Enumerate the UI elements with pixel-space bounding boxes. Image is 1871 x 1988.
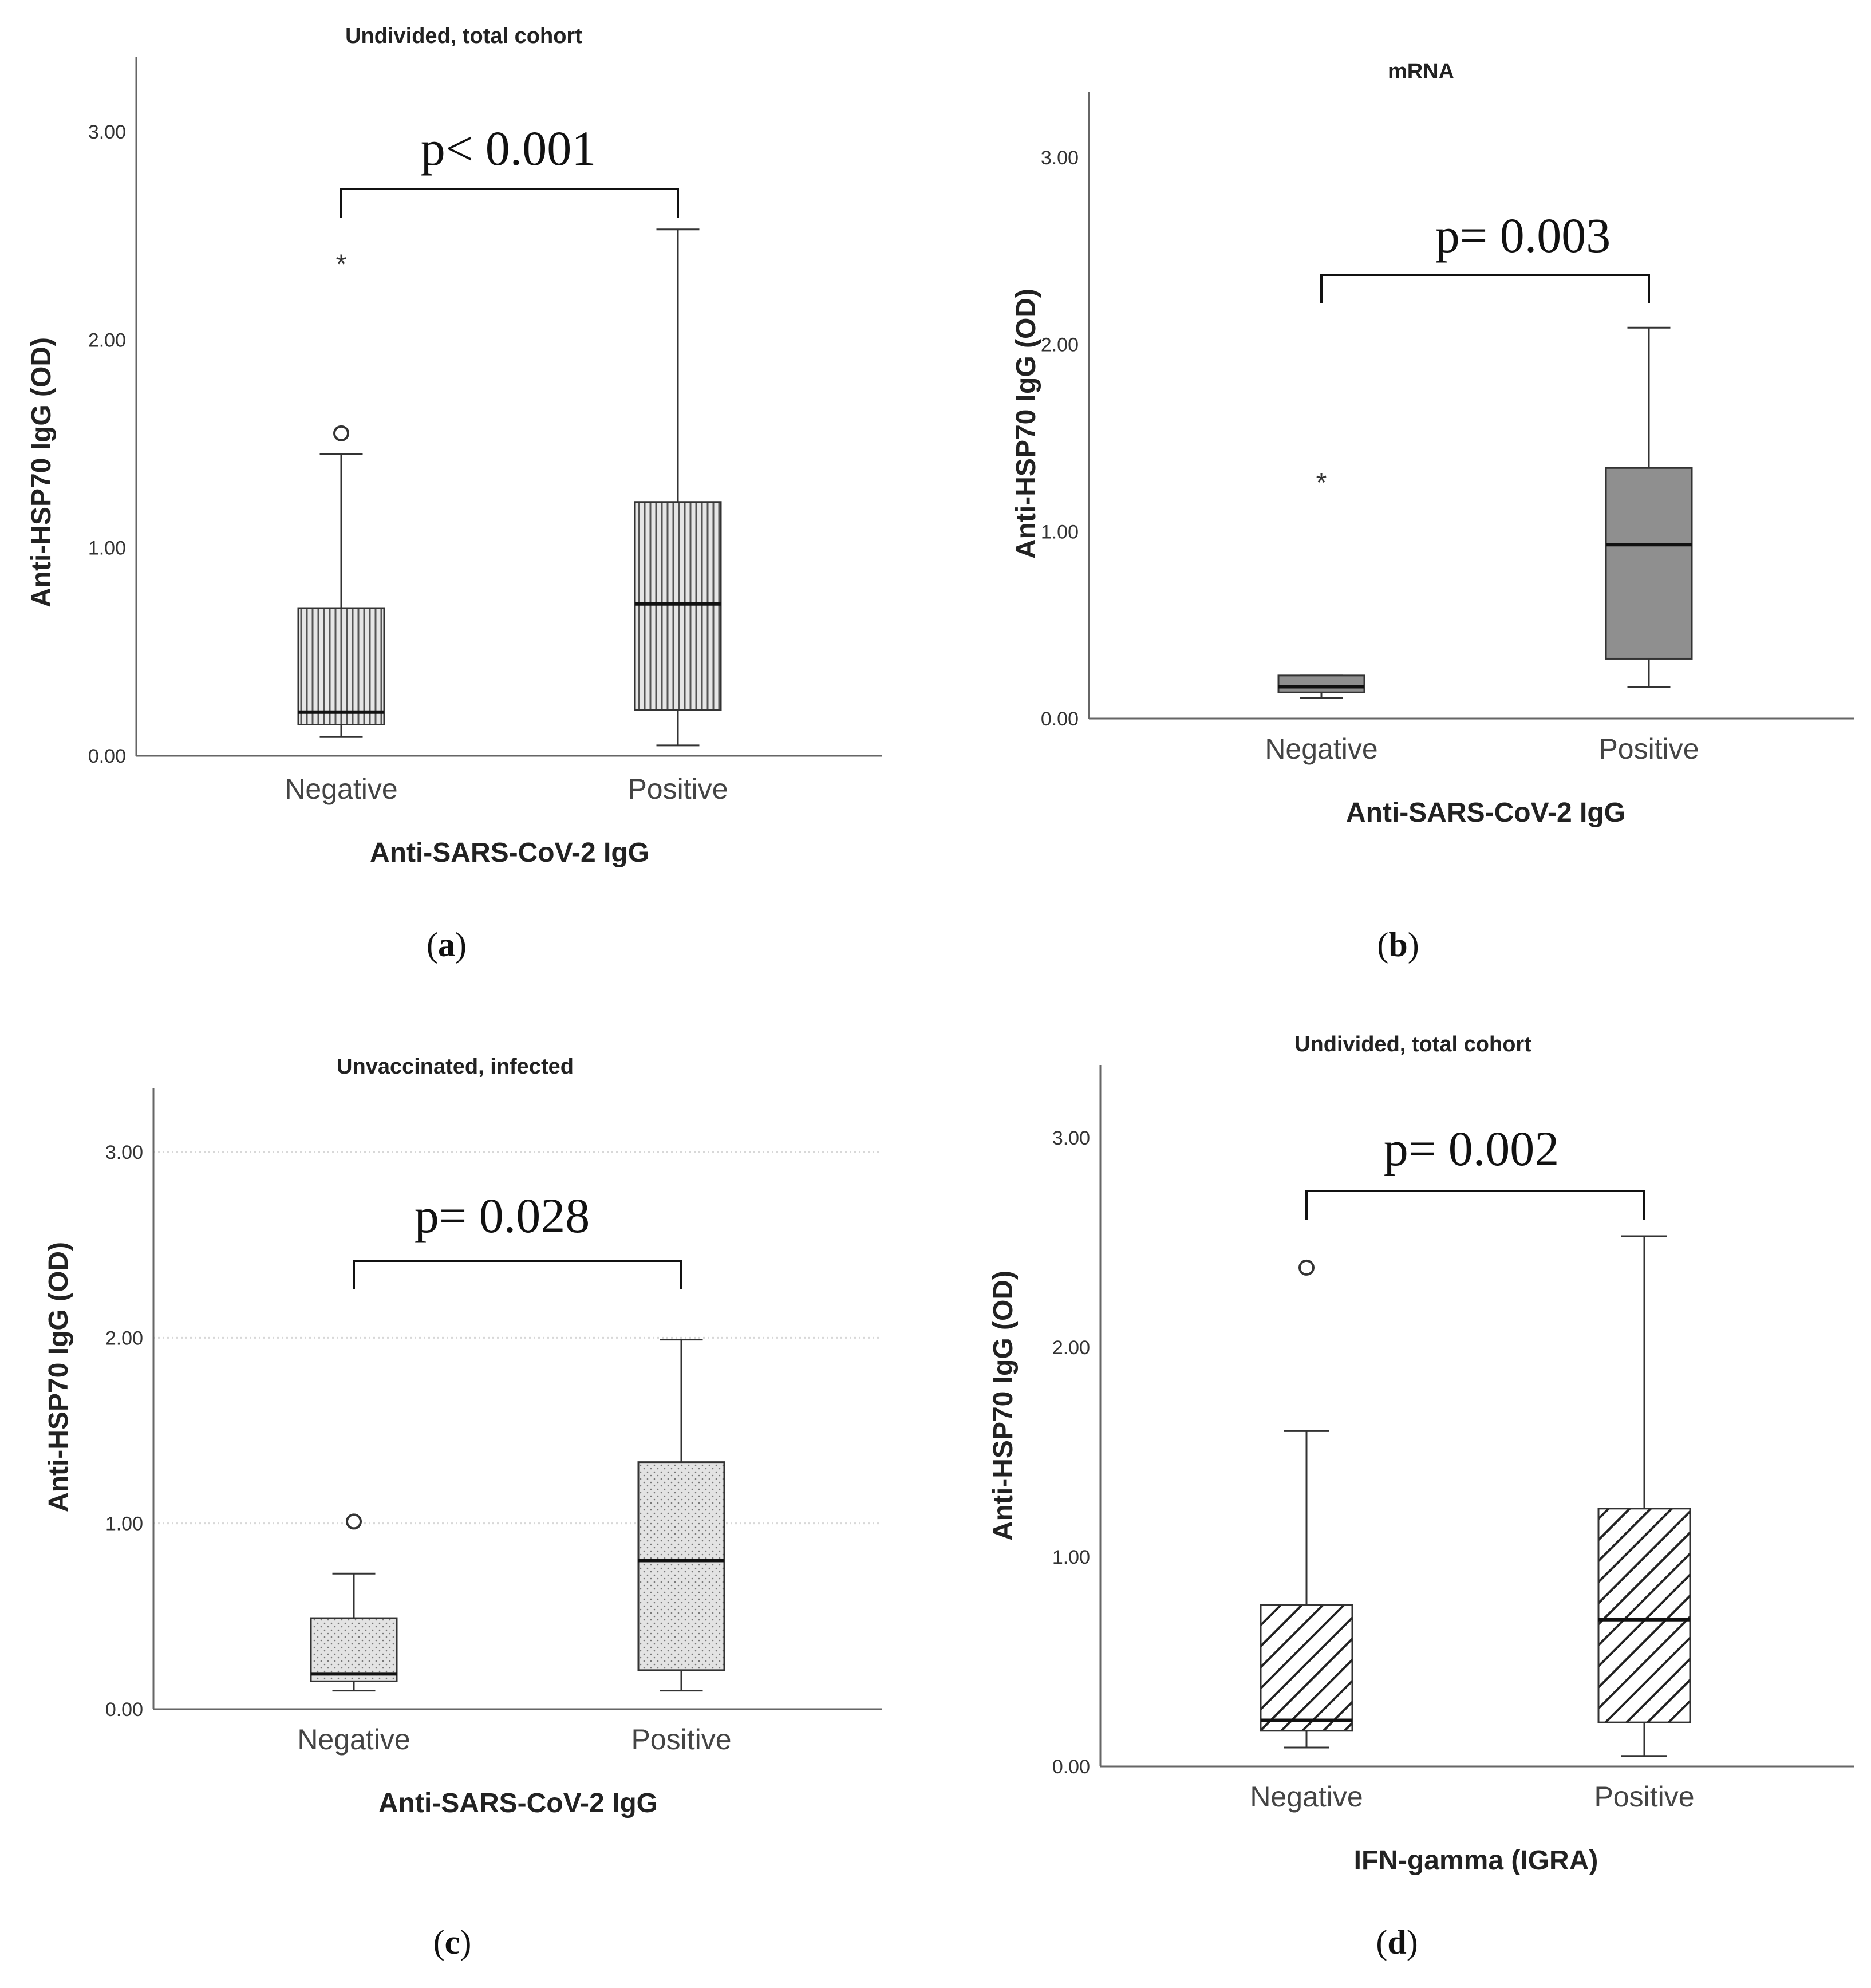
- chart-title: Undivided, total cohort: [345, 24, 582, 48]
- iqr-box: [634, 501, 722, 711]
- box-positive: [1597, 1235, 1691, 1757]
- y-tick-label: 1.00: [88, 538, 126, 559]
- box-positive: [1605, 326, 1693, 688]
- outlier-star: *: [1316, 468, 1327, 498]
- box-negative: [310, 1513, 398, 1692]
- x-axis-label: Anti-SARS-CoV-2 IgG: [370, 838, 649, 868]
- box-positive: [637, 1339, 725, 1692]
- x-category-label: Positive: [1594, 1781, 1694, 1813]
- y-axis-label: Anti-HSP70 IgG (OD): [44, 1242, 74, 1512]
- box-positive: [634, 228, 722, 747]
- y-tick-label: 3.00: [105, 1142, 143, 1163]
- x-category-label: Positive: [627, 773, 728, 805]
- significance-bracket: [1320, 274, 1650, 303]
- y-axis-label: Anti-HSP70 IgG (OD): [26, 337, 57, 608]
- x-axis-label: Anti-SARS-CoV-2 IgG: [1346, 798, 1625, 828]
- iqr-box: [310, 1617, 398, 1682]
- x-category-label: Negative: [297, 1723, 410, 1756]
- box-negative: [1260, 1259, 1353, 1749]
- y-tick-label: 0.00: [1052, 1756, 1090, 1778]
- x-axis-label: IFN-gamma (IGRA): [1354, 1845, 1598, 1876]
- panel-label: (a): [427, 926, 467, 964]
- panel-c: Unvaccinated, infected 0.00 1.00 2.00 3.00 An…: [44, 1055, 882, 1961]
- p-value-annotation: p= 0.003: [1435, 208, 1611, 263]
- panel-label: (c): [433, 1923, 472, 1961]
- iqr-box: [1277, 674, 1365, 693]
- x-category-label: Negative: [1250, 1781, 1363, 1813]
- x-category-label: Positive: [631, 1723, 731, 1756]
- y-tick-label: 1.00: [1041, 521, 1079, 543]
- p-value-annotation: p= 0.002: [1384, 1121, 1560, 1176]
- outlier-circle: [1298, 1259, 1315, 1276]
- y-tick-label: 0.00: [1041, 708, 1079, 730]
- significance-bracket: [1305, 1190, 1645, 1220]
- y-tick-label: 3.00: [1041, 147, 1079, 169]
- y-tick-label: 3.00: [88, 121, 126, 143]
- y-tick-label: 0.00: [105, 1699, 143, 1721]
- significance-bracket: [353, 1260, 682, 1289]
- y-tick-label: 2.00: [1052, 1337, 1090, 1359]
- p-value-annotation: p< 0.001: [421, 121, 597, 176]
- significance-bracket: [340, 188, 679, 218]
- x-category-label: Positive: [1598, 733, 1699, 765]
- iqr-box: [1605, 467, 1693, 660]
- panel-label: (d): [1376, 1923, 1418, 1961]
- y-axis-label: Anti-HSP70 IgG (OD): [988, 1271, 1019, 1541]
- x-category-label: Negative: [1265, 733, 1377, 765]
- y-tick-label: 0.00: [88, 746, 126, 767]
- box-negative: *: [297, 249, 385, 738]
- outlier-circle: [333, 425, 349, 441]
- y-tick-label: 3.00: [1052, 1127, 1090, 1149]
- iqr-box: [1597, 1508, 1691, 1723]
- y-tick-label: 2.00: [105, 1327, 143, 1349]
- chart-title: Undivided, total cohort: [1294, 1032, 1531, 1056]
- iqr-box: [1260, 1604, 1353, 1732]
- outlier-circle: [346, 1513, 362, 1530]
- iqr-box: [297, 607, 385, 725]
- y-tick-label: 1.00: [1052, 1547, 1090, 1568]
- x-axis-label: Anti-SARS-CoV-2 IgG: [378, 1788, 658, 1819]
- outlier-star: *: [336, 249, 347, 279]
- y-tick-label: 2.00: [88, 329, 126, 351]
- chart-title: Unvaccinated, infected: [337, 1055, 574, 1079]
- y-axis-label: Anti-HSP70 IgG (OD): [1011, 289, 1041, 559]
- y-tick-label: 1.00: [105, 1513, 143, 1535]
- box-negative: *: [1277, 468, 1365, 699]
- p-value-annotation: p= 0.028: [415, 1188, 590, 1243]
- panel-a: Undivided, total cohort 0.00 1.00 2.00 3.00 A…: [26, 24, 882, 964]
- iqr-box: [637, 1461, 725, 1671]
- chart-title: mRNA: [1388, 60, 1454, 84]
- y-tick-label: 2.00: [1041, 334, 1079, 356]
- x-category-label: Negative: [285, 773, 397, 805]
- panel-label: (b): [1377, 926, 1419, 964]
- panel-d: Undivided, total cohort 0.00 1.00 2.00 3.00 A…: [988, 1032, 1854, 1961]
- panel-b: mRNA 0.00 1.00 2.00 3.00 Anti-HSP70 IgG (OD) *…: [1011, 60, 1854, 964]
